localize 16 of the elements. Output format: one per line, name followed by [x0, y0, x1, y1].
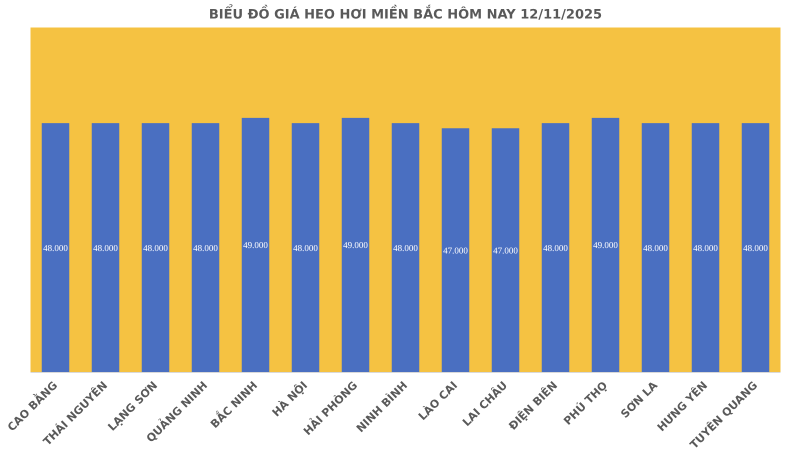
data-label: 47.000	[493, 245, 518, 256]
data-label: 48.000	[643, 242, 668, 253]
data-label: 49.000	[243, 240, 268, 250]
data-label: 49.000	[593, 240, 618, 250]
data-label: 48.000	[43, 242, 68, 253]
data-label: 48.000	[743, 242, 768, 253]
data-label: 47.000	[443, 245, 468, 256]
data-label: 48.000	[143, 242, 168, 253]
data-label: 48.000	[543, 242, 568, 253]
data-label: 48.000	[193, 242, 218, 253]
data-label: 49.000	[343, 240, 368, 250]
data-label: 48.000	[93, 242, 118, 253]
chart-title: BIỂU ĐỒ GIÁ HEO HƠI MIỀN BẮC HÔM NAY 12/11/2025	[208, 4, 602, 22]
data-label: 48.000	[393, 242, 418, 253]
data-label: 48.000	[293, 242, 318, 253]
data-label: 48.000	[693, 242, 718, 253]
